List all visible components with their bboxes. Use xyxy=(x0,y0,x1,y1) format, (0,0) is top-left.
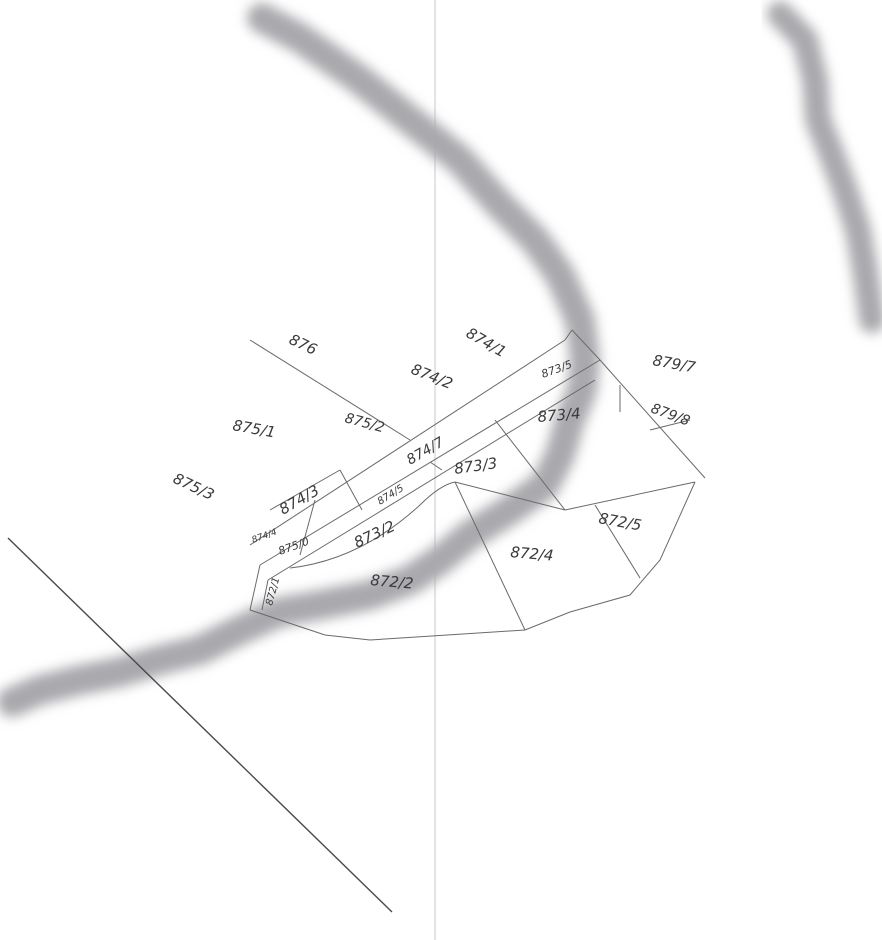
parcel-label-875-1: 875/1 xyxy=(231,416,277,441)
parcel-label-874-4: 874/4 xyxy=(251,527,279,545)
road-right xyxy=(767,1,882,333)
parcel-label-875-3: 875/3 xyxy=(170,469,217,504)
parcel-label-874-1: 874/1 xyxy=(463,324,509,361)
parcel-label-875-0: 875/0 xyxy=(277,535,311,558)
parcel-label-874-2: 874/2 xyxy=(409,360,456,393)
long-boundary-line xyxy=(7,537,393,913)
road-main xyxy=(0,3,600,717)
parcel-label-875-2: 875/2 xyxy=(343,410,386,436)
parcel-label-873-2: 873/2 xyxy=(351,517,398,552)
parcel-label-876: 876 xyxy=(286,330,320,358)
parcel-label-872-2: 872/2 xyxy=(370,571,415,593)
parcel-label-872-4: 872/4 xyxy=(510,543,555,565)
parcel-boundaries xyxy=(249,329,706,641)
parcel-label-873-3: 873/3 xyxy=(453,454,498,478)
parcel-label-879-7: 879/7 xyxy=(651,351,697,376)
parcel-label-872-5: 872/5 xyxy=(597,509,643,534)
parcel-label-874-7: 874/7 xyxy=(404,434,447,468)
parcel-label-873-4: 873/4 xyxy=(537,404,582,426)
